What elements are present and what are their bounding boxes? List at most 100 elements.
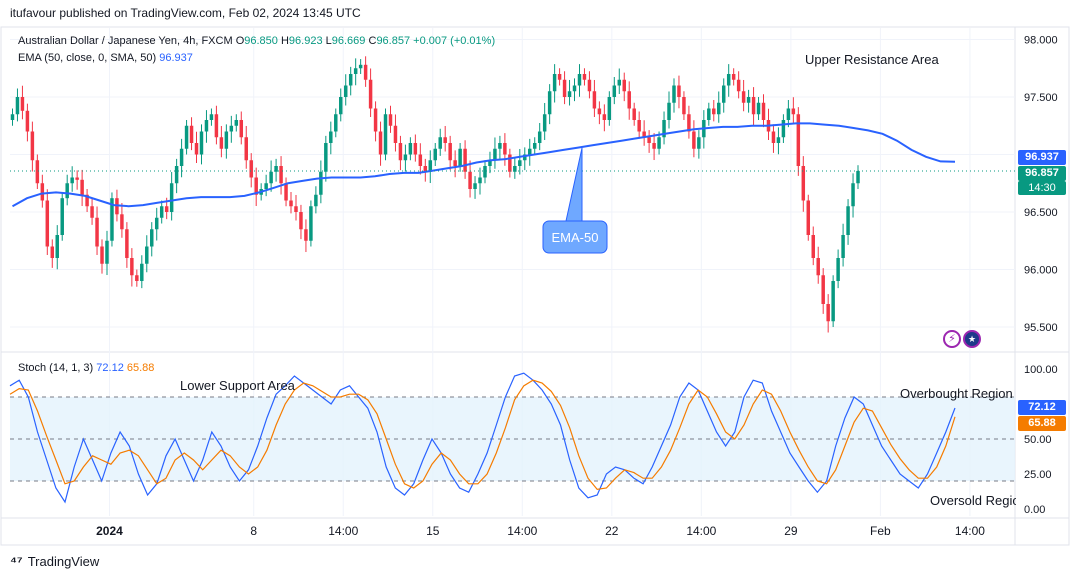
candle-body: [712, 108, 716, 115]
candle-body: [279, 166, 283, 184]
price-tick-label: 96.500: [1024, 207, 1058, 219]
price-tick-label: 98.000: [1024, 35, 1058, 47]
candle-body: [184, 125, 189, 149]
time-tick-label: 8: [250, 524, 257, 538]
candle-body: [667, 102, 671, 120]
candle-body: [85, 194, 89, 207]
candle-body: [358, 64, 363, 69]
stoch-k-tag: 72.12: [1018, 400, 1066, 415]
candle-body: [846, 206, 850, 235]
candle-body: [199, 131, 204, 155]
candle-body: [806, 200, 811, 235]
candle-body: [786, 108, 791, 120]
stoch-k-line: [9, 372, 956, 504]
candle-body: [408, 143, 413, 155]
candle-body: [154, 217, 159, 230]
candle-body: [791, 108, 796, 115]
price-tick-label: 95.500: [1024, 322, 1058, 334]
candle-body: [304, 229, 308, 241]
candle-body: [503, 143, 507, 155]
candle-body: [50, 246, 55, 258]
candle-body: [284, 183, 288, 201]
candle-body: [761, 102, 766, 120]
chart-frame: [0, 26, 1070, 546]
candle-body: [587, 79, 592, 92]
stoch-tick-label: 0.00: [1024, 504, 1045, 516]
candle-body: [90, 206, 94, 218]
candle-body: [483, 166, 487, 178]
lower-support-label: Lower Support Area: [180, 378, 295, 393]
candle-body: [35, 160, 40, 184]
candle-body: [602, 114, 607, 120]
candle-body: [547, 91, 552, 115]
high-label: H: [280, 35, 289, 47]
candle-body: [314, 194, 318, 207]
candle-body: [45, 200, 50, 247]
time-tick-label: 22: [605, 524, 619, 538]
candle-body: [224, 131, 229, 149]
candle-body: [383, 114, 388, 155]
candle-body: [423, 166, 428, 172]
candle-body: [841, 235, 845, 258]
candle-body: [443, 137, 447, 143]
upper-resistance-label: Upper Resistance Area: [805, 52, 939, 67]
stoch-label: Stoch (14, 1, 3): [18, 362, 94, 374]
ema-label: EMA (50, close, 0, SMA, 50): [18, 52, 157, 64]
candle-body: [612, 85, 617, 97]
stoch-d-value: 65.88: [126, 362, 155, 374]
candle-body: [528, 148, 532, 155]
close-price-tag: 96.857: [1018, 166, 1066, 181]
time-tick-label: Feb: [870, 524, 891, 538]
candle-body: [542, 114, 547, 132]
publish-header: itufavour published on TradingView.com, …: [10, 6, 361, 20]
ema-callout-label: EMA-50: [552, 230, 599, 245]
candle-body: [150, 229, 154, 247]
candle-body: [164, 206, 169, 212]
candle-body: [557, 74, 562, 80]
candle-body: [756, 102, 761, 115]
candle-body: [334, 114, 338, 132]
ohlc-legend[interactable]: Australian Dollar / Japanese Yen, 4h, FX…: [18, 35, 495, 47]
candle-body: [140, 263, 144, 281]
tradingview-brand: TradingView: [27, 553, 100, 569]
candle-body: [746, 97, 751, 103]
candle-body: [562, 79, 567, 97]
candle-body: [523, 154, 527, 161]
lightning-event-icon[interactable]: ⚡: [943, 330, 961, 348]
candle-body: [622, 79, 626, 92]
flag-event-icon[interactable]: ★: [963, 330, 981, 348]
candle-body: [329, 131, 333, 143]
candle-body: [100, 246, 104, 264]
candle-body: [498, 143, 502, 149]
candle-body: [60, 198, 64, 235]
candle-body: [368, 79, 373, 109]
candle-body: [707, 108, 711, 120]
low-value: 96.669: [331, 35, 366, 47]
stoch-legend[interactable]: Stoch (14, 1, 3) 72.12 65.88: [18, 362, 154, 374]
symbol-label[interactable]: Australian Dollar / Japanese Yen, 4h, FX…: [18, 35, 233, 47]
stoch-band-fill: [10, 397, 1015, 481]
candle-body: [637, 120, 641, 132]
time-tick-label: 29: [784, 524, 798, 538]
close-label: C: [368, 35, 377, 47]
time-tick-label: 14:00: [507, 524, 537, 538]
ema-price-tag: 96.937: [1018, 150, 1066, 165]
candle-body: [110, 198, 114, 241]
candle-body: [319, 171, 323, 195]
candle-body: [627, 91, 631, 109]
candle-body: [433, 148, 437, 161]
candle-body: [289, 200, 293, 207]
close-value: 96.857: [376, 35, 411, 47]
candle-body: [821, 275, 825, 304]
time-tick-label: 15: [426, 524, 440, 538]
candle-body: [781, 120, 786, 138]
candle-body: [751, 97, 756, 115]
footer[interactable]: ⁴⁷ TradingView: [10, 553, 99, 569]
candle-body: [254, 177, 258, 195]
callout-box: [542, 220, 608, 254]
ema-legend[interactable]: EMA (50, close, 0, SMA, 50) 96.937: [18, 52, 193, 64]
candle-body: [80, 179, 84, 195]
callout-pointer: [565, 147, 583, 222]
ema-callout-group: EMA-50: [542, 147, 608, 254]
